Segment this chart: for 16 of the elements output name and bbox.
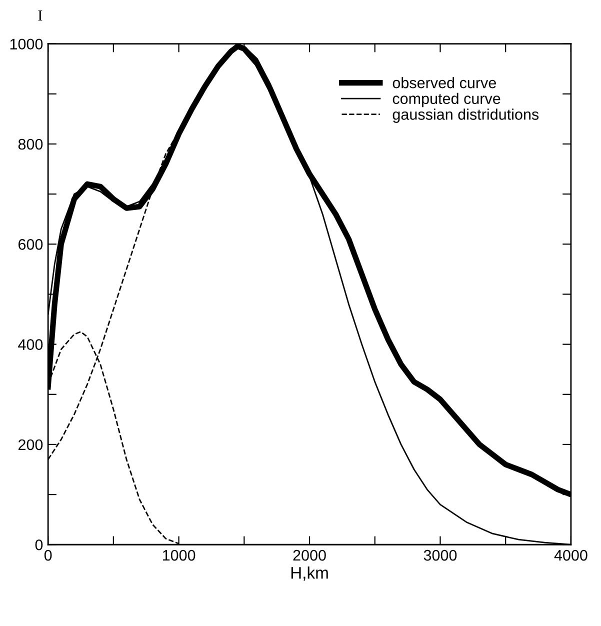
legend-label: computed curve xyxy=(392,92,500,108)
y-tick-label: 800 xyxy=(18,138,43,150)
x-tick-label: 3000 xyxy=(424,550,457,561)
x-tick-label: 0 xyxy=(44,550,52,561)
x-tick-label: 4000 xyxy=(554,550,588,561)
y-tick-label: 600 xyxy=(18,239,43,250)
y-axis-title: I xyxy=(38,10,42,21)
y-tick-label: 1000 xyxy=(10,38,43,50)
legend-label: gaussian distridutions xyxy=(392,108,539,123)
x-tick-label: 1000 xyxy=(162,550,196,561)
y-tick-label: 400 xyxy=(18,339,43,350)
y-tick-label: 0 xyxy=(35,539,43,550)
x-tick-label: 2000 xyxy=(293,550,326,561)
x-axis-title: H,km xyxy=(291,566,328,581)
legend-label: observed curve xyxy=(392,77,496,88)
y-tick-label: 200 xyxy=(18,439,43,450)
